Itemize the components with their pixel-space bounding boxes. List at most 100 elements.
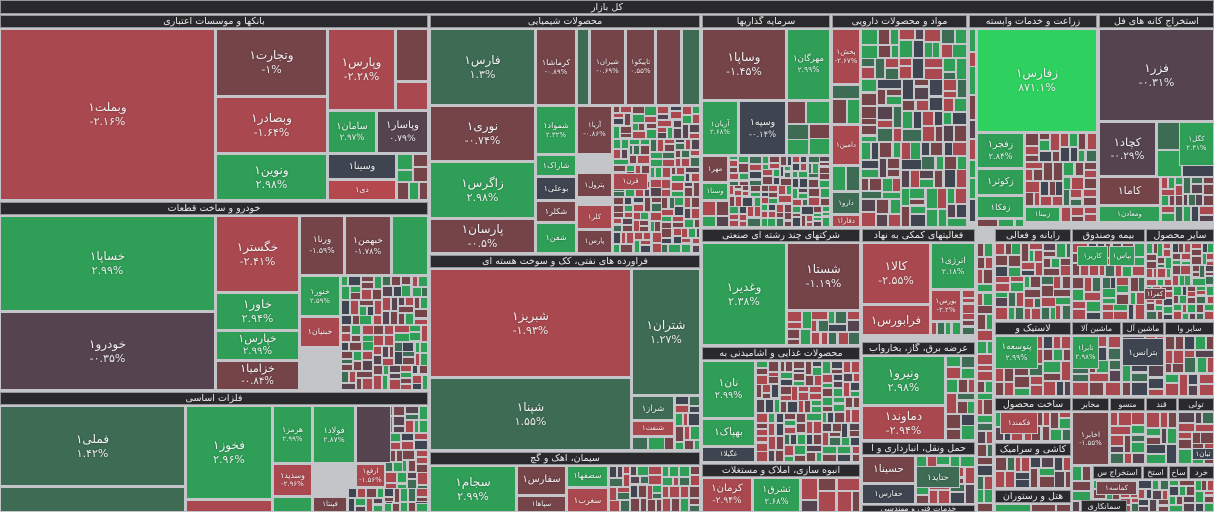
stock-tile[interactable]: [910, 214, 926, 227]
stock-tile[interactable]: [693, 182, 700, 197]
stock-tile[interactable]: [819, 156, 830, 162]
stock-tile[interactable]: [1122, 382, 1131, 396]
stock-tile[interactable]: [692, 238, 700, 244]
stock-tile[interactable]: [1043, 162, 1053, 181]
sector-header[interactable]: ماشین آلا: [1072, 322, 1121, 335]
stock-tile[interactable]: شبریز۱ -۱.۹۳%: [430, 269, 631, 377]
stock-tile[interactable]: [623, 466, 630, 474]
stock-tile[interactable]: [916, 100, 929, 111]
stock-tile[interactable]: [767, 218, 776, 227]
stock-tile[interactable]: [1165, 374, 1179, 383]
stock-tile[interactable]: [676, 167, 685, 175]
stock-tile[interactable]: [401, 433, 414, 441]
stock-tile[interactable]: [1135, 304, 1145, 320]
stock-tile[interactable]: [1025, 155, 1039, 162]
sector-header[interactable]: خودرو و ساخت قطعات: [0, 202, 428, 215]
stock-tile[interactable]: [401, 441, 414, 450]
stock-tile[interactable]: [847, 99, 860, 124]
stock-tile[interactable]: [776, 218, 784, 227]
stock-tile[interactable]: [811, 311, 828, 320]
stock-tile[interactable]: [1050, 429, 1062, 441]
stock-tile[interactable]: [1040, 196, 1052, 206]
stock-tile[interactable]: [1131, 382, 1148, 396]
stock-tile[interactable]: [373, 335, 384, 346]
stock-tile[interactable]: [644, 116, 657, 123]
stock-tile[interactable]: [372, 289, 382, 300]
stock-tile[interactable]: [624, 113, 631, 126]
stock-tile[interactable]: [995, 243, 1005, 255]
stock-tile[interactable]: [729, 160, 738, 167]
stock-tile[interactable]: [1191, 249, 1202, 256]
stock-tile[interactable]: [1138, 506, 1149, 512]
stock-tile[interactable]: [1025, 162, 1043, 169]
stock-tile[interactable]: کرماشا۱ -۰.۸۹%: [536, 29, 576, 105]
stock-tile[interactable]: فرابورس۱: [862, 305, 930, 335]
stock-tile[interactable]: [769, 163, 780, 169]
stock-tile[interactable]: [852, 491, 860, 512]
stock-tile[interactable]: [845, 409, 851, 423]
stock-tile[interactable]: [1196, 313, 1204, 320]
stock-tile[interactable]: [1148, 378, 1164, 389]
stock-tile[interactable]: [729, 185, 734, 195]
stock-tile[interactable]: [1132, 266, 1145, 276]
stock-tile[interactable]: ورنا۱ -۱.۵۹%: [300, 216, 344, 275]
stock-tile[interactable]: [1060, 147, 1070, 162]
stock-tile[interactable]: [1086, 312, 1101, 320]
stock-tile[interactable]: [1115, 265, 1122, 277]
stock-tile[interactable]: [899, 40, 913, 58]
stock-tile[interactable]: [1187, 304, 1196, 313]
stock-tile[interactable]: ونیرو۱ ۲.۹۸%: [862, 356, 945, 405]
stock-tile[interactable]: [774, 399, 780, 413]
stock-tile[interactable]: [661, 189, 671, 197]
stock-tile[interactable]: [1169, 496, 1176, 505]
stock-tile[interactable]: ثشرق۱ ۲.۶۸%: [753, 478, 800, 512]
stock-tile[interactable]: [661, 197, 668, 209]
stock-tile[interactable]: [1030, 457, 1041, 468]
stock-tile[interactable]: [690, 150, 700, 156]
stock-tile[interactable]: [786, 185, 792, 195]
stock-tile[interactable]: [1029, 250, 1034, 262]
stock-tile[interactable]: [688, 413, 700, 426]
stock-tile[interactable]: [977, 399, 983, 415]
stock-tile[interactable]: [669, 486, 680, 498]
stock-tile[interactable]: [1195, 194, 1203, 206]
stock-tile[interactable]: کماسه۱: [1096, 481, 1137, 495]
stock-tile[interactable]: [662, 477, 673, 486]
stock-tile[interactable]: [853, 397, 860, 408]
stock-tile[interactable]: [350, 300, 359, 315]
stock-tile[interactable]: [1083, 189, 1097, 197]
stock-tile[interactable]: [1016, 292, 1024, 307]
stock-tile[interactable]: [977, 465, 993, 476]
stock-tile[interactable]: [831, 361, 843, 369]
stock-tile[interactable]: [796, 423, 806, 433]
stock-tile[interactable]: [682, 124, 689, 139]
stock-tile[interactable]: [679, 477, 690, 486]
stock-tile[interactable]: [1030, 276, 1041, 288]
stock-tile[interactable]: [768, 423, 775, 436]
stock-tile[interactable]: [1011, 243, 1021, 255]
stock-tile[interactable]: کچاد۱ -۰.۲۹%: [1099, 122, 1156, 176]
stock-tile[interactable]: [1025, 169, 1033, 181]
stock-tile[interactable]: [931, 322, 937, 335]
stock-tile[interactable]: [1183, 206, 1191, 222]
stock-tile[interactable]: [893, 142, 901, 158]
stock-tile[interactable]: بورس۱ -۲.۲%: [931, 290, 961, 321]
stock-tile[interactable]: [984, 243, 993, 257]
stock-tile[interactable]: [630, 498, 640, 512]
stock-tile[interactable]: ومعادن۱: [1099, 206, 1160, 222]
stock-tile[interactable]: [729, 220, 739, 227]
stock-tile[interactable]: [662, 466, 669, 477]
stock-tile[interactable]: [1165, 383, 1179, 396]
stock-tile[interactable]: [977, 431, 986, 444]
stock-tile[interactable]: [952, 322, 961, 335]
stock-tile[interactable]: [377, 488, 384, 498]
stock-tile[interactable]: [861, 58, 875, 67]
stock-tile[interactable]: [661, 216, 672, 222]
stock-tile[interactable]: [986, 314, 993, 330]
stock-tile[interactable]: [1207, 357, 1214, 373]
stock-tile[interactable]: [762, 176, 773, 185]
stock-tile[interactable]: [397, 154, 413, 170]
stock-tile[interactable]: شاراک۱: [536, 155, 576, 176]
stock-tile[interactable]: [353, 361, 362, 371]
stock-tile[interactable]: [341, 383, 356, 390]
